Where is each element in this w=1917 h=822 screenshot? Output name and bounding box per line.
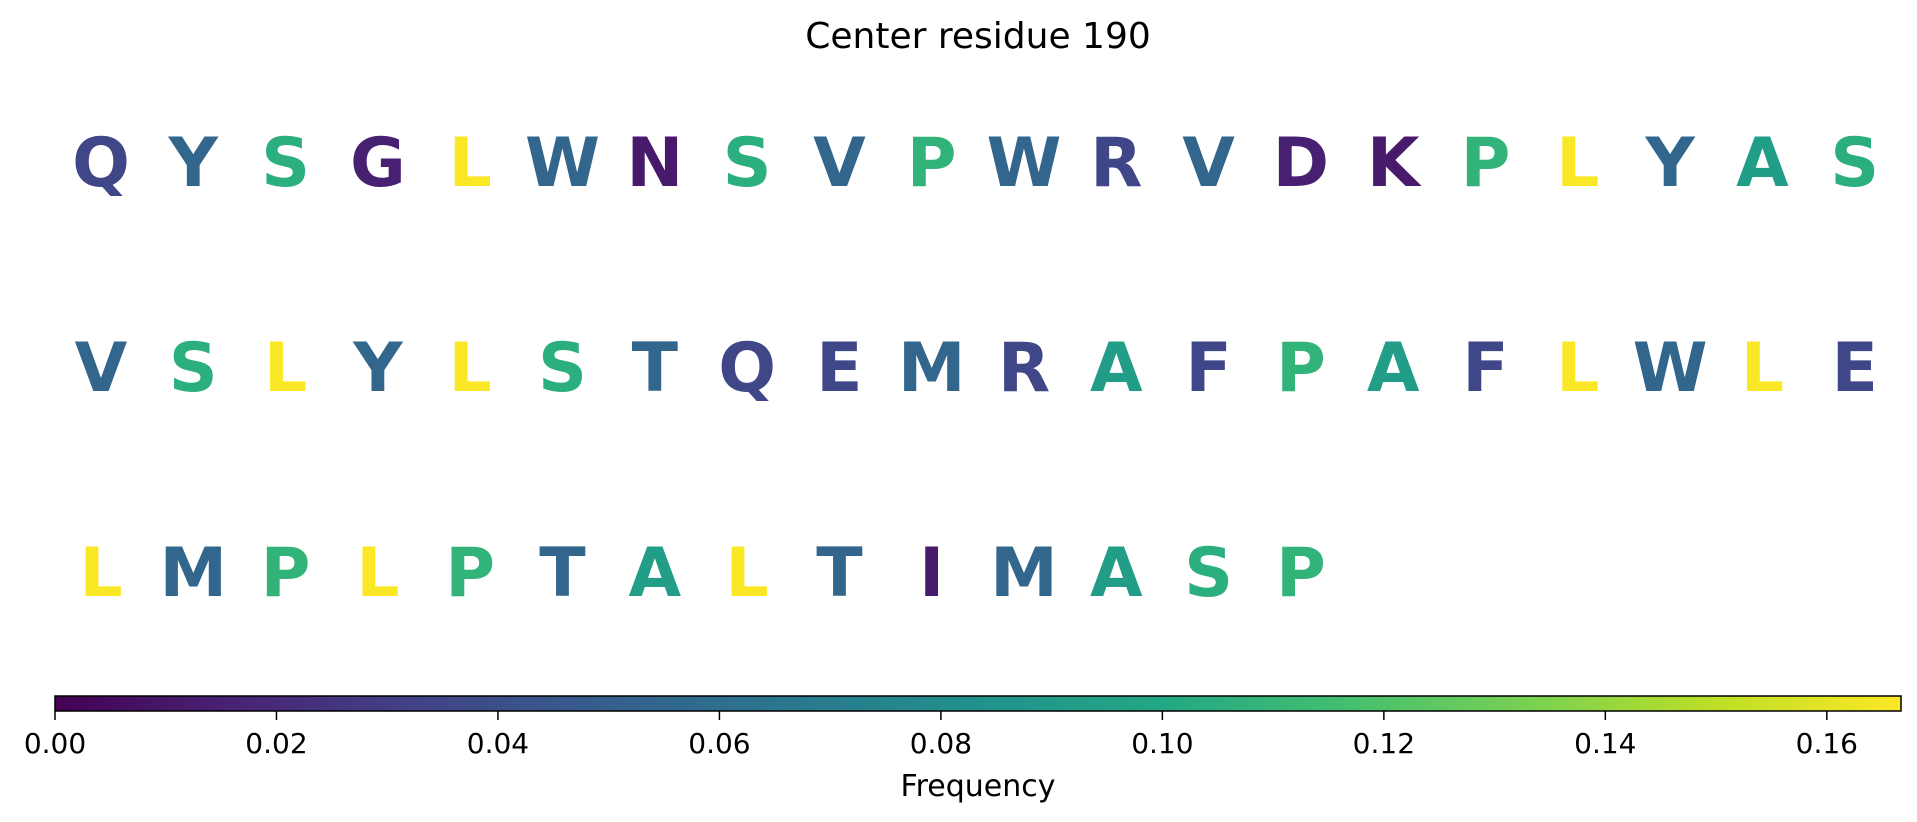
residue-letter: N xyxy=(626,124,683,203)
colorbar-tick-label: 0.14 xyxy=(1574,727,1636,760)
colorbar-tick-label: 0.06 xyxy=(688,727,750,760)
residue-letter: E xyxy=(1831,329,1877,408)
residue-letter: P xyxy=(1461,124,1511,203)
residue-letter: T xyxy=(632,329,679,408)
residue-letter: R xyxy=(998,329,1050,408)
residue-letter: L xyxy=(79,534,122,613)
residue-letter: M xyxy=(898,329,966,408)
colorbar-tick-label: 0.16 xyxy=(1796,727,1858,760)
colorbar: 0.00 0.02 0.04 0.06 0.08 0.10 0.12 0.14 0.16 Fre… xyxy=(24,695,1902,804)
residue-letter: M xyxy=(990,534,1058,613)
residue-letter: V xyxy=(75,329,128,408)
colorbar-gradient xyxy=(54,695,1902,712)
residue-letter: L xyxy=(1556,124,1599,203)
residue-letter: A xyxy=(1090,534,1143,613)
residue-letter: A xyxy=(628,534,681,613)
residue-letter: P xyxy=(1276,534,1326,613)
residue-letter: Q xyxy=(718,329,776,408)
residue-letter: Q xyxy=(72,124,130,203)
residue-letter: L xyxy=(264,329,307,408)
residue-letter: G xyxy=(350,124,406,203)
residue-letter: P xyxy=(907,124,957,203)
residue-letter: M xyxy=(159,534,227,613)
residue-letter: P xyxy=(445,534,495,613)
residue-letter: A xyxy=(1736,124,1789,203)
colorbar-tick-label: 0.02 xyxy=(245,727,307,760)
residue-letter: L xyxy=(1741,329,1784,408)
residue-letter: K xyxy=(1367,124,1422,203)
residue-letter: Y xyxy=(1644,124,1695,203)
colorbar-tick-label: 0.10 xyxy=(1131,727,1193,760)
residue-letter: V xyxy=(1182,124,1235,203)
residue-letter: P xyxy=(261,534,311,613)
residue-letter: F xyxy=(1185,329,1231,408)
residue-letter: A xyxy=(1090,329,1143,408)
residue-letter: T xyxy=(539,534,586,613)
residue-letter: A xyxy=(1367,329,1420,408)
residue-letter: V xyxy=(813,124,866,203)
residue-letter: W xyxy=(1633,329,1708,408)
colorbar-label: Frequency xyxy=(901,769,1056,804)
residue-letter: D xyxy=(1273,124,1329,203)
residue-letter: W xyxy=(986,124,1061,203)
colorbar-tick-label: 0.08 xyxy=(910,727,972,760)
residue-letter: L xyxy=(356,534,399,613)
colorbar-tick-label: 0.04 xyxy=(467,727,529,760)
residue-letter: S xyxy=(538,329,587,408)
residue-letter: S xyxy=(1184,534,1233,613)
residue-letter: Y xyxy=(168,124,219,203)
residue-letter: S xyxy=(723,124,772,203)
residue-letter: L xyxy=(1556,329,1599,408)
residue-letter: W xyxy=(525,124,600,203)
residue-letter: F xyxy=(1462,329,1508,408)
residue-letter: S xyxy=(169,329,218,408)
residue-letter: T xyxy=(816,534,863,613)
chart-title: Center residue 190 xyxy=(805,16,1151,57)
residue-letter: R xyxy=(1090,124,1142,203)
residue-letter: S xyxy=(1830,124,1879,203)
residue-letter: P xyxy=(1276,329,1326,408)
residue-letter: E xyxy=(816,329,862,408)
colorbar-tick-label: 0.12 xyxy=(1353,727,1415,760)
residue-letter: L xyxy=(725,534,768,613)
residue-letter: L xyxy=(449,329,492,408)
colorbar-ticks: 0.00 0.02 0.04 0.06 0.08 0.10 0.12 0.14 0.16 xyxy=(24,711,1858,760)
residue-letter: L xyxy=(449,124,492,203)
colorbar-tick-label: 0.00 xyxy=(24,727,86,760)
residue-letter: I xyxy=(919,534,944,613)
residue-letter: S xyxy=(261,124,310,203)
residue-letter: Y xyxy=(352,329,403,408)
residue-grid: Q Y S G L W N S V P W R V D K P L Y A SV S L Y L S T Q E M R A F P A F L W L E… xyxy=(72,124,1879,613)
